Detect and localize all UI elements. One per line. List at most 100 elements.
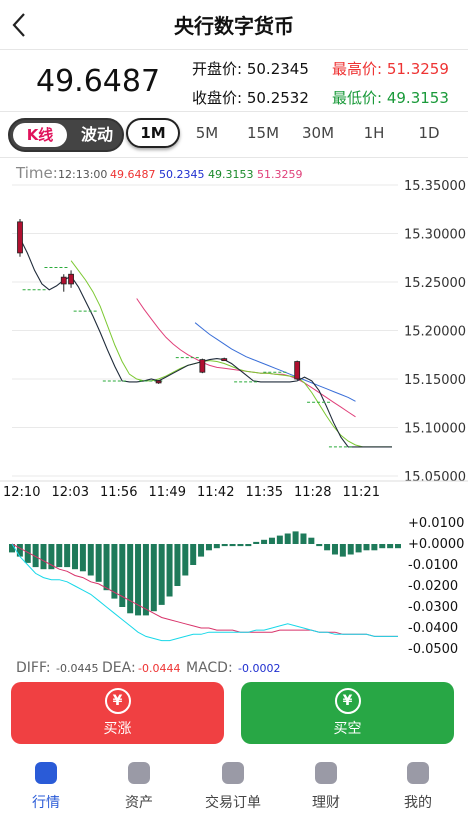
timeframe-5m[interactable]: 5M <box>195 124 219 142</box>
macd-bar <box>174 544 181 586</box>
candle-body <box>294 361 301 380</box>
macd-bar <box>395 544 401 549</box>
timeframe-1h[interactable]: 1H <box>363 124 385 142</box>
macd-bar <box>190 544 197 565</box>
macd-bar <box>284 533 291 544</box>
macd-bar <box>331 544 338 555</box>
wallet-icon <box>315 762 337 784</box>
macd-bar <box>300 533 307 544</box>
x-tick-label: 11:42 <box>197 485 234 500</box>
macd-value: -0.0002 <box>238 662 280 675</box>
nav-item-profile[interactable]: 我的 <box>378 756 458 812</box>
nav-label-orders: 交易订单 <box>205 795 261 811</box>
macd-bar <box>150 544 157 612</box>
y-tick-label: 15.05000 <box>404 470 466 485</box>
macd-y-tick-label: -0.0300 <box>408 600 458 615</box>
macd-bar <box>339 544 346 557</box>
time-label: Time: <box>15 164 58 182</box>
nav-item-assets[interactable]: 资产 <box>99 756 179 812</box>
wave-mode-button[interactable]: 波动 <box>80 125 113 144</box>
ma-blue-line <box>194 322 356 402</box>
macd-bar <box>205 544 212 551</box>
quote-panel: 49.6487 开盘价: 50.2345 最高价: 51.3259 收盘价: 5… <box>0 50 468 112</box>
nav-item-orders[interactable]: 交易订单 <box>193 756 273 812</box>
macd-bar <box>316 544 323 547</box>
macd-y-tick-label: -0.0100 <box>408 558 458 573</box>
close-label: 收盘价: <box>192 89 243 107</box>
timeframe-30m[interactable]: 30M <box>301 124 335 142</box>
y-tick-label: 15.30000 <box>404 228 466 243</box>
info-value-4: 51.3259 <box>257 168 303 181</box>
nav-label-assets: 资产 <box>125 795 153 811</box>
kline-mode-button[interactable]: K线 <box>13 123 67 147</box>
diff-value: -0.0445 <box>56 662 98 675</box>
macd-bar <box>261 539 268 544</box>
info-value-3: 49.3153 <box>208 168 254 181</box>
macd-bar <box>166 544 173 597</box>
y-tick-label: 15.20000 <box>404 325 466 340</box>
ma-green-line <box>70 260 392 448</box>
macd-bar <box>182 544 189 576</box>
open-label: 开盘价: <box>192 60 243 78</box>
macd-bar <box>363 544 370 551</box>
macd-bar <box>16 544 23 557</box>
macd-bar <box>371 544 378 551</box>
timeframe-1m[interactable]: 1M <box>126 118 180 148</box>
close-value: 50.2532 <box>246 89 309 107</box>
macd-bar <box>24 544 31 563</box>
candle-body <box>60 276 67 285</box>
top-bar: 央行数字货币 <box>0 0 468 50</box>
y-tick-label: 15.10000 <box>404 422 466 437</box>
macd-y-tick-label: -0.0200 <box>408 579 458 594</box>
nav-label-profile: 我的 <box>404 795 432 811</box>
nav-label-wallet: 理财 <box>312 795 340 811</box>
price-line <box>19 238 392 448</box>
candle-body <box>155 380 162 384</box>
candle-body <box>221 358 228 362</box>
back-arrow-icon[interactable] <box>10 10 30 40</box>
macd-y-tick-label: +0.0000 <box>408 537 464 552</box>
macd-y-tick-label: +0.0100 <box>408 516 464 531</box>
macd-bar <box>229 544 236 547</box>
macd-bar <box>95 544 102 582</box>
timeframe-15m[interactable]: 15M <box>246 124 280 142</box>
macd-bar <box>56 544 63 568</box>
yuan-up-icon: ¥ <box>104 688 131 714</box>
macd-bar <box>221 544 228 547</box>
macd-bar <box>48 544 55 570</box>
macd-y-tick-label: -0.0500 <box>408 642 458 657</box>
chart-area[interactable]: 15.35000 15.30000 15.25000 15.20000 15.15000… <box>0 158 468 678</box>
macd-bar <box>198 544 205 557</box>
low-label: 最低价: <box>332 89 383 107</box>
macd-bar <box>308 537 315 544</box>
macd-bar <box>79 544 86 572</box>
high-price-row: 最高价: 51.3259 <box>332 58 449 79</box>
low-price-row: 最低价: 49.3153 <box>332 87 449 108</box>
macd-bar <box>324 544 331 551</box>
y-tick-label: 15.15000 <box>404 373 466 388</box>
nav-item-market[interactable]: 行情 <box>6 756 86 812</box>
macd-bar <box>158 544 165 605</box>
market-icon <box>35 762 57 784</box>
macd-bar <box>268 537 275 544</box>
buy-up-button[interactable]: ¥ 买涨 <box>11 682 224 744</box>
mode-toggle: K线 波动 <box>8 118 124 152</box>
macd-bar <box>135 544 142 616</box>
macd-bar <box>127 544 134 614</box>
nav-item-wallet[interactable]: 理财 <box>286 756 366 812</box>
candle-body <box>199 359 206 373</box>
macd-label: MACD: <box>186 660 233 676</box>
macd-bar <box>119 544 126 607</box>
x-tick-label: 12:10 <box>3 485 40 500</box>
x-tick-label: 11:28 <box>294 485 331 500</box>
page-title: 央行数字货币 <box>174 14 294 38</box>
info-value-1: 49.6487 <box>110 168 156 181</box>
buy-down-button[interactable]: ¥ 买空 <box>241 682 454 744</box>
nav-label-market: 行情 <box>32 795 60 811</box>
x-tick-label: 12:03 <box>52 485 89 500</box>
macd-bar <box>64 544 71 568</box>
timeframe-1d[interactable]: 1D <box>418 124 440 142</box>
macd-bar <box>292 531 299 544</box>
buy-down-label: 买空 <box>333 721 362 737</box>
chart-controls: K线 波动 1M 5M 15M 30M 1H 1D <box>0 112 468 158</box>
